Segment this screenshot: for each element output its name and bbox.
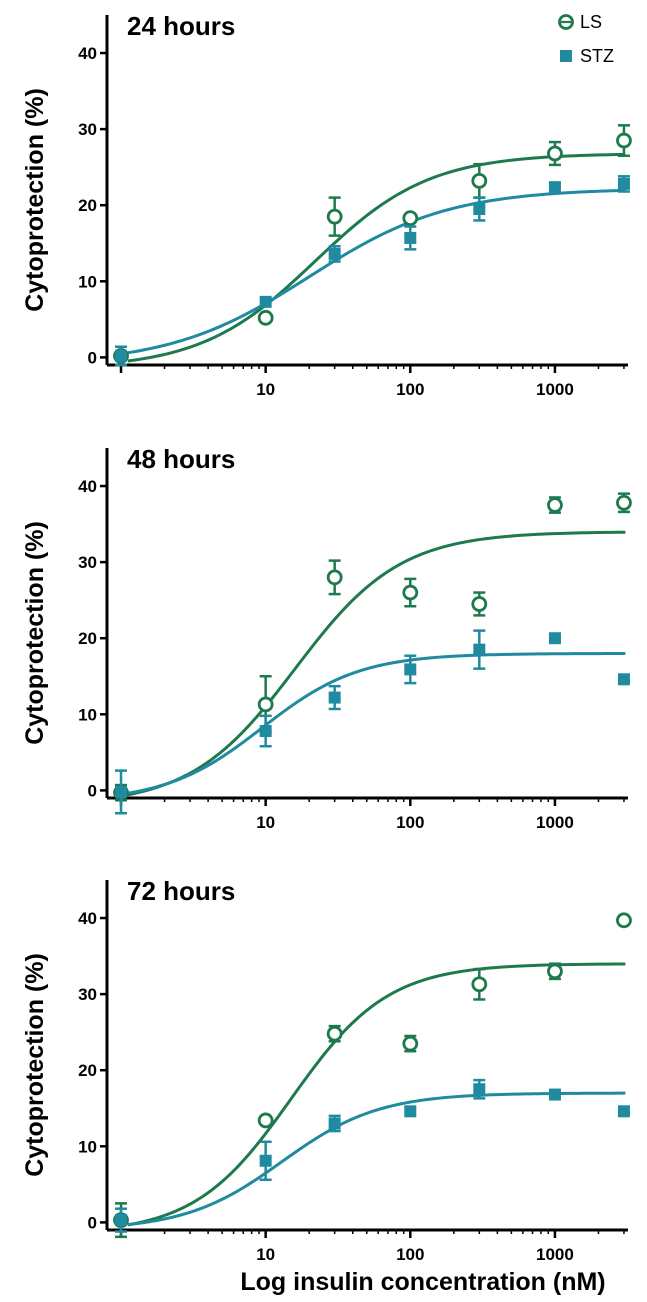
- data-point-ls: [257, 1112, 274, 1129]
- data-point-stz: [548, 632, 561, 645]
- data-point-ls: [402, 1035, 419, 1052]
- data-point-ls: [326, 208, 343, 225]
- data-point-stz: [473, 203, 486, 216]
- legend-marker-stz: [560, 50, 572, 62]
- data-point-stz: [328, 691, 341, 704]
- y-tick-label: 0: [88, 348, 97, 367]
- data-point-ls: [471, 976, 488, 993]
- data-point-stz: [617, 673, 630, 686]
- data-point-ls: [402, 584, 419, 601]
- data-point-stz: [328, 247, 341, 260]
- y-tick-label: 10: [78, 272, 97, 291]
- x-tick-label: 10: [256, 1245, 275, 1264]
- y-tick-label: 40: [78, 909, 97, 928]
- data-point-ls: [616, 132, 632, 149]
- fit-curve-stz: [127, 652, 626, 795]
- y-tick-label: 40: [78, 44, 97, 63]
- data-point-stz: [259, 295, 272, 308]
- x-tick-label: 1000: [536, 1245, 574, 1264]
- data-point-stz: [328, 1117, 341, 1130]
- fit-curve-stz: [127, 1091, 626, 1227]
- x-tick-label: 10: [256, 813, 275, 832]
- x-tick-label: 1000: [536, 813, 574, 832]
- panel-title: 72 hours: [127, 876, 235, 906]
- legend-label: STZ: [580, 46, 614, 66]
- x-tick-label: 100: [396, 1245, 424, 1264]
- data-point-stz: [473, 1083, 486, 1096]
- y-tick-label: 10: [78, 705, 97, 724]
- panel-1: 0 10 20 30 40 10 100 1000 Cytoprotection (%) 24 h…: [21, 11, 632, 399]
- y-tick-label: 30: [78, 553, 97, 572]
- data-point-stz: [259, 725, 272, 738]
- data-point-stz: [404, 231, 417, 244]
- legend-label: LS: [580, 12, 602, 32]
- y-tick-label: 30: [78, 985, 97, 1004]
- data-point-ls: [547, 145, 563, 162]
- data-point-ls: [616, 494, 632, 511]
- data-point-stz: [548, 181, 561, 194]
- x-tick-label: 1000: [536, 380, 574, 399]
- data-point-stz: [259, 1154, 272, 1167]
- data-point-stz: [617, 1105, 630, 1118]
- y-tick-label: 30: [78, 120, 97, 139]
- data-point-stz: [473, 643, 486, 656]
- panel-title: 48 hours: [127, 444, 235, 474]
- y-tick-label: 20: [78, 1061, 97, 1080]
- y-tick-label: 40: [78, 477, 97, 496]
- data-point-ls: [471, 596, 488, 612]
- data-point-ls: [326, 1025, 343, 1042]
- data-point-stz: [404, 1105, 417, 1118]
- fit-curve-ls: [127, 962, 626, 1227]
- fit-curve-ls: [127, 152, 626, 363]
- data-point-ls: [616, 912, 632, 929]
- data-point-ls: [471, 172, 488, 189]
- y-tick-label: 20: [78, 196, 97, 215]
- data-point-stz: [115, 1214, 128, 1227]
- x-axis-title: Log insulin concentration (nM): [240, 1268, 605, 1296]
- data-point-ls: [257, 309, 274, 326]
- data-point-stz: [548, 1088, 561, 1101]
- data-point-ls: [547, 963, 563, 980]
- y-axis-title: Cytoprotection (%): [21, 953, 49, 1177]
- x-tick-label: 100: [396, 380, 424, 399]
- fit-curve-ls: [127, 530, 626, 797]
- panel-title: 24 hours: [127, 11, 235, 41]
- panel-2: 0 10 20 30 40 10 100 1000 Cytoprotection (%) 48 h…: [21, 444, 632, 832]
- data-point-ls: [257, 696, 274, 713]
- data-point-ls: [547, 497, 563, 513]
- x-tick-label: 100: [396, 813, 424, 832]
- y-tick-label: 10: [78, 1137, 97, 1156]
- legend: LS STZ: [558, 12, 614, 66]
- data-point-stz: [404, 663, 417, 676]
- data-point-stz: [115, 785, 128, 798]
- data-point-stz: [115, 349, 128, 362]
- panel-3: 0 10 20 30 40 10 100 1000 Cytoprotection (%) 72 h…: [21, 876, 632, 1264]
- y-tick-label: 0: [88, 781, 97, 800]
- data-point-ls: [326, 569, 343, 586]
- y-tick-label: 20: [78, 629, 97, 648]
- data-point-ls: [402, 210, 419, 227]
- y-tick-label: 0: [88, 1213, 97, 1232]
- y-axis-title: Cytoprotection (%): [21, 521, 49, 745]
- y-axis-title: Cytoprotection (%): [21, 88, 49, 312]
- x-tick-label: 10: [256, 380, 275, 399]
- fit-curve-stz: [127, 188, 626, 355]
- data-point-stz: [617, 177, 630, 190]
